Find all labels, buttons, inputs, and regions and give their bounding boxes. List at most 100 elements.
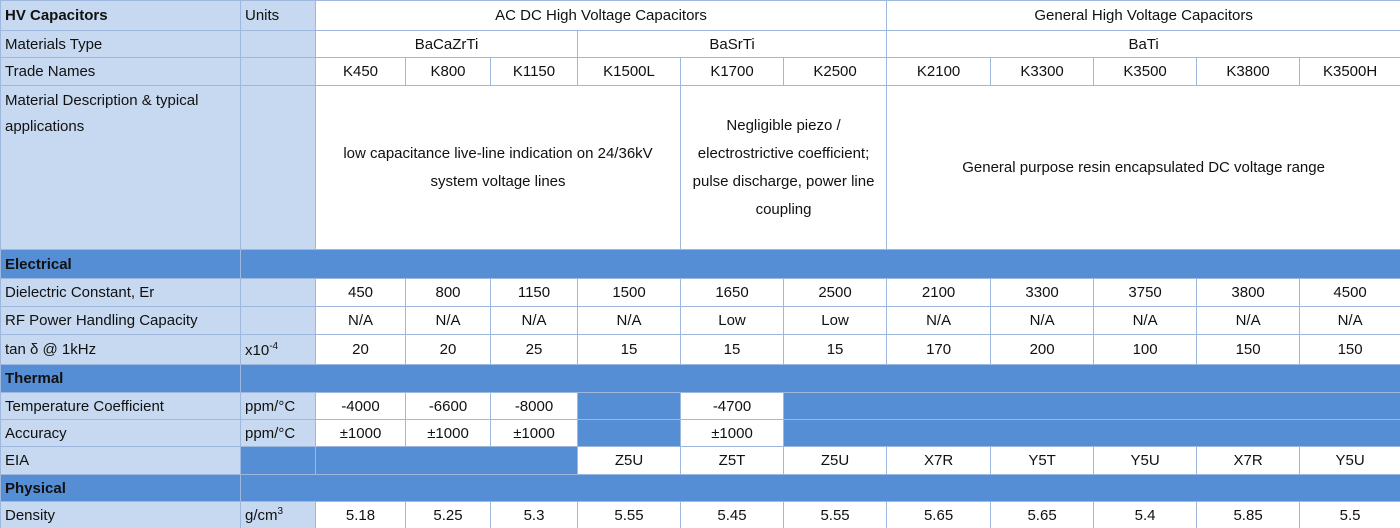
value-cell: 20 [315, 334, 406, 365]
material: BaTi [886, 30, 1400, 58]
units-cell: g/cm3 [240, 501, 316, 528]
materials-row: Materials Type BaCaZrTi BaSrTi BaTi [0, 30, 1400, 58]
empty-cell [577, 419, 681, 447]
value-cell: N/A [1093, 306, 1198, 335]
section-title: Electrical [0, 249, 241, 279]
value-cell: 100 [1093, 334, 1198, 365]
description-row: Material Description & typical applicati… [0, 85, 1400, 250]
units-cell: ppm/°C [240, 392, 316, 420]
value-cell: 20 [405, 334, 491, 365]
value-cell: -4700 [680, 392, 784, 420]
value-cell: X7R [886, 446, 992, 475]
value-cell: N/A [1299, 306, 1400, 335]
row-label: tan δ @ 1kHz [0, 334, 241, 365]
row-label: Accuracy [0, 419, 241, 447]
value-cell: N/A [490, 306, 578, 335]
trade-name: K3500H [1299, 57, 1400, 86]
units-cell [240, 446, 316, 475]
value-cell: Y5U [1299, 446, 1400, 475]
value-cell: 5.55 [782, 501, 888, 528]
trade-name: K450 [315, 57, 406, 86]
trade-name: K2500 [782, 57, 888, 86]
value-cell: Z5U [577, 446, 681, 475]
data-row: tan δ @ 1kHz x10-4 20 20 25 15 15 15 170 200 100 15… [0, 334, 1400, 365]
value-cell: 15 [577, 334, 681, 365]
row-label: Temperature Coefficient [0, 392, 241, 420]
units-cell: x10-4 [240, 334, 316, 365]
unit-base: x10 [245, 341, 270, 359]
value-cell: 1150 [490, 278, 578, 307]
value-cell: N/A [886, 306, 992, 335]
row-label: Dielectric Constant, Er [0, 278, 241, 307]
trade-name: K3300 [990, 57, 1095, 86]
value-cell: 200 [990, 334, 1095, 365]
table-title: HV Capacitors [0, 0, 241, 31]
value-cell: 5.18 [315, 501, 406, 528]
group-header: AC DC High Voltage Capacitors [314, 0, 888, 31]
value-cell: 5.65 [990, 501, 1095, 528]
value-cell: 1650 [680, 278, 784, 307]
value-cell: 2500 [782, 278, 888, 307]
value-cell: Low [782, 306, 888, 335]
empty-cell [782, 419, 1400, 447]
section-fill [239, 364, 1400, 393]
description: low capacitance live-line indication on … [315, 85, 681, 250]
value-cell: Y5T [990, 446, 1095, 475]
value-cell: 5.65 [886, 501, 992, 528]
trade-name: K1500L [577, 57, 681, 86]
value-cell: 1500 [577, 278, 681, 307]
value-cell: -4000 [315, 392, 406, 420]
value-cell: N/A [405, 306, 491, 335]
trade-name: K1700 [680, 57, 784, 86]
data-row: EIA Z5U Z5T Z5U X7R Y5T Y5U X7R Y5U [0, 446, 1400, 475]
value-cell: N/A [1196, 306, 1301, 335]
value-cell: 3750 [1093, 278, 1198, 307]
row-label: EIA [0, 446, 241, 475]
trade-name: K1150 [490, 57, 578, 86]
units-cell [240, 30, 316, 58]
value-cell: ±1000 [315, 419, 406, 447]
units-cell [240, 278, 316, 307]
trade-name: K3500 [1093, 57, 1198, 86]
value-cell: 5.45 [680, 501, 784, 528]
value-cell: N/A [315, 306, 406, 335]
value-cell: 170 [886, 334, 992, 365]
value-cell: Z5T [680, 446, 784, 475]
value-cell: 3300 [990, 278, 1095, 307]
value-cell: -6600 [405, 392, 491, 420]
value-cell: 15 [782, 334, 888, 365]
units-cell [240, 57, 316, 86]
value-cell: N/A [990, 306, 1095, 335]
value-cell: N/A [577, 306, 681, 335]
value-cell: 5.25 [405, 501, 491, 528]
value-cell: ±1000 [490, 419, 578, 447]
section-fill [239, 474, 1400, 502]
unit-base: g/cm [245, 507, 278, 524]
section-title: Thermal [0, 364, 241, 393]
empty-cell [577, 392, 681, 420]
section-row: Physical [0, 474, 1400, 502]
value-cell: 3800 [1196, 278, 1301, 307]
data-row: Accuracy ppm/°C ±1000 ±1000 ±1000 ±1000 [0, 419, 1400, 447]
section-row: Electrical [0, 249, 1400, 279]
value-cell: ±1000 [405, 419, 491, 447]
data-row: Dielectric Constant, Er 450 800 1150 1500 165… [0, 278, 1400, 307]
value-cell: 5.5 [1299, 501, 1400, 528]
value-cell: 15 [680, 334, 784, 365]
value-cell: ±1000 [680, 419, 784, 447]
value-cell: 150 [1196, 334, 1301, 365]
value-cell: Y5U [1093, 446, 1198, 475]
section-row: Thermal [0, 364, 1400, 393]
empty-cell [315, 446, 578, 475]
value-cell: 5.3 [490, 501, 578, 528]
trade-name: K2100 [886, 57, 992, 86]
units-cell [240, 306, 316, 335]
trade-name: K3800 [1196, 57, 1301, 86]
row-label: Density [0, 501, 241, 528]
value-cell: X7R [1196, 446, 1301, 475]
unit-exponent: -4 [269, 340, 279, 352]
value-cell: 25 [490, 334, 578, 365]
section-fill [239, 249, 1400, 279]
group-header: General High Voltage Capacitors [886, 0, 1400, 31]
